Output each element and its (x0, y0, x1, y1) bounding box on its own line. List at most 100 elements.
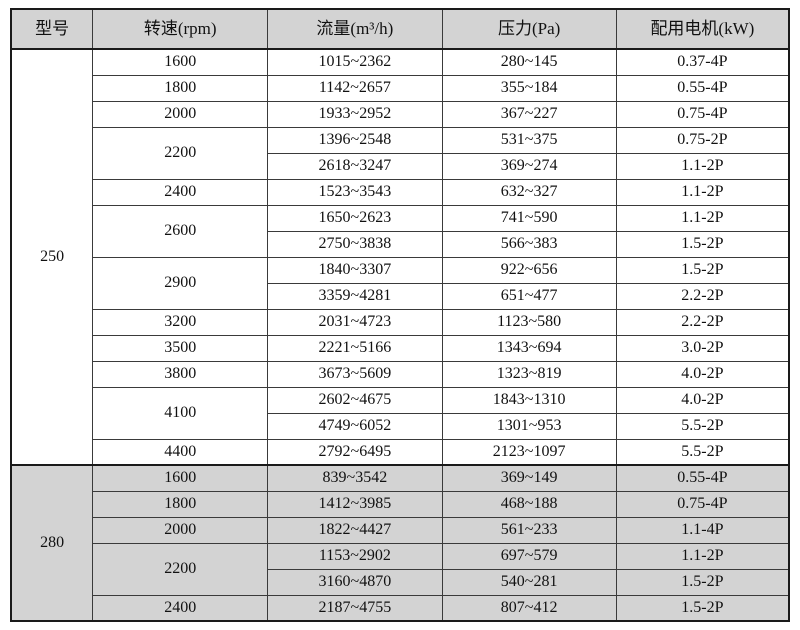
pressure-cell: 1323~819 (441, 360, 617, 388)
pressure-cell: 369~149 (441, 464, 617, 492)
table-row: 2618~3247 369~274 1.1-2P (11, 152, 790, 180)
flow-cell: 1523~3543 (267, 178, 443, 206)
motor-cell: 1.1-4P (615, 516, 790, 544)
speed-cell: 2600 (92, 204, 269, 258)
table-row: 2600 1650~2623 741~590 1.1-2P (11, 204, 790, 258)
flow-cell: 1142~2657 (267, 74, 443, 102)
header-pressure: 压力(Pa) (441, 8, 617, 50)
pressure-cell: 280~145 (441, 48, 617, 76)
flow-cell: 1840~3307 (267, 256, 443, 284)
flow-cell: 2750~3838 (267, 230, 443, 258)
flow-cell: 1396~2548 (267, 126, 443, 154)
motor-cell: 1.1-2P (615, 542, 790, 570)
speed-cell: 1600 (92, 48, 269, 76)
motor-cell: 5.5-2P (615, 438, 790, 466)
pressure-cell: 741~590 (441, 204, 617, 232)
speed-cell: 2400 (92, 178, 269, 206)
pressure-cell: 651~477 (441, 282, 617, 310)
table-row: 3800 3673~5609 1323~819 4.0-2P (11, 360, 790, 388)
flow-cell: 2221~5166 (267, 334, 443, 362)
flow-cell: 1153~2902 (267, 542, 443, 570)
table-row: 2000 1933~2952 367~227 0.75-4P (11, 100, 790, 128)
model-cell: 280 (10, 464, 94, 622)
flow-cell: 2792~6495 (267, 438, 443, 466)
pressure-cell: 566~383 (441, 230, 617, 258)
speed-cell: 2900 (92, 256, 269, 310)
pressure-cell: 697~579 (441, 542, 617, 570)
table-row: 2750~3838 566~383 1.5-2P (11, 230, 790, 258)
pressure-cell: 531~375 (441, 126, 617, 154)
flow-cell: 3673~5609 (267, 360, 443, 388)
table-row: 4749~6052 1301~953 5.5-2P (11, 412, 790, 440)
flow-cell: 1933~2952 (267, 100, 443, 128)
flow-cell: 3359~4281 (267, 282, 443, 310)
flow-cell: 2187~4755 (267, 594, 443, 622)
pressure-cell: 922~656 (441, 256, 617, 284)
table-row: 2400 1523~3543 632~327 1.1-2P (11, 178, 790, 206)
table-row: 280 1600 839~3542 369~149 0.55-4P (10, 464, 790, 622)
motor-cell: 0.75-4P (615, 490, 790, 518)
speed-cell: 2200 (92, 126, 269, 180)
table-row: 2000 1822~4427 561~233 1.1-4P (11, 516, 790, 544)
table-row: 4100 2602~4675 1843~1310 4.0-2P (11, 386, 790, 440)
motor-cell: 1.1-2P (615, 204, 790, 232)
header-row: 型号 转速(rpm) 流量(m³/h) 压力(Pa) 配用电机(kW) (10, 8, 790, 50)
speed-cell: 1600 (92, 464, 269, 492)
speed-cell: 2400 (92, 594, 269, 622)
header-model: 型号 (10, 8, 94, 50)
table-row: 2200 1396~2548 531~375 0.75-2P (11, 126, 790, 180)
motor-cell: 2.2-2P (615, 308, 790, 336)
motor-cell: 1.1-2P (615, 152, 790, 180)
pressure-cell: 369~274 (441, 152, 617, 180)
speed-cell: 2200 (92, 542, 269, 596)
table-row: 2900 1840~3307 922~656 1.5-2P (11, 256, 790, 310)
table-row: 3500 2221~5166 1343~694 3.0-2P (11, 334, 790, 362)
speed-cell: 4100 (92, 386, 269, 440)
pressure-cell: 2123~1097 (441, 438, 617, 466)
motor-cell: 1.5-2P (615, 256, 790, 284)
motor-cell: 2.2-2P (615, 282, 790, 310)
table-row: 3359~4281 651~477 2.2-2P (11, 282, 790, 310)
pressure-cell: 807~412 (441, 594, 617, 622)
speed-cell: 3500 (92, 334, 269, 362)
table-row: 3160~4870 540~281 1.5-2P (11, 568, 790, 596)
pressure-cell: 1843~1310 (441, 386, 617, 414)
table-header: 型号 转速(rpm) 流量(m³/h) 压力(Pa) 配用电机(kW) (10, 8, 790, 50)
motor-cell: 1.5-2P (615, 594, 790, 622)
table-row: 2400 2187~4755 807~412 1.5-2P (11, 594, 790, 622)
table-row: 3200 2031~4723 1123~580 2.2-2P (11, 308, 790, 336)
table-row: 250 1600 1015~2362 280~145 0.37-4P (10, 48, 790, 466)
flow-cell: 2618~3247 (267, 152, 443, 180)
table-body: 250 1600 1015~2362 280~145 0.37-4P 1800 1142~2… (10, 48, 790, 622)
pressure-cell: 1343~694 (441, 334, 617, 362)
motor-cell: 1.1-2P (615, 178, 790, 206)
motor-cell: 0.55-4P (615, 74, 790, 102)
motor-cell: 1.5-2P (615, 568, 790, 596)
pressure-cell: 632~327 (441, 178, 617, 206)
pressure-cell: 367~227 (441, 100, 617, 128)
header-motor: 配用电机(kW) (615, 8, 790, 50)
speed-cell: 3200 (92, 308, 269, 336)
header-speed: 转速(rpm) (92, 8, 269, 50)
motor-cell: 4.0-2P (615, 360, 790, 388)
speed-cell: 1800 (92, 490, 269, 518)
flow-cell: 1822~4427 (267, 516, 443, 544)
header-flow: 流量(m³/h) (267, 8, 443, 50)
model-cell: 250 (10, 48, 94, 466)
pressure-cell: 468~188 (441, 490, 617, 518)
motor-cell: 4.0-2P (615, 386, 790, 414)
speed-cell: 4400 (92, 438, 269, 466)
speed-cell: 2000 (92, 100, 269, 128)
fan-spec-table: 型号 转速(rpm) 流量(m³/h) 压力(Pa) 配用电机(kW) 250 1… (10, 8, 790, 622)
motor-cell: 0.55-4P (615, 464, 790, 492)
flow-cell: 1015~2362 (267, 48, 443, 76)
table-row: 1800 1412~3985 468~188 0.75-4P (11, 490, 790, 518)
flow-cell: 4749~6052 (267, 412, 443, 440)
pressure-cell: 1301~953 (441, 412, 617, 440)
table-row: 2200 1153~2902 697~579 1.1-2P (11, 542, 790, 596)
flow-cell: 839~3542 (267, 464, 443, 492)
flow-cell: 2031~4723 (267, 308, 443, 336)
motor-cell: 5.5-2P (615, 412, 790, 440)
pressure-cell: 540~281 (441, 568, 617, 596)
